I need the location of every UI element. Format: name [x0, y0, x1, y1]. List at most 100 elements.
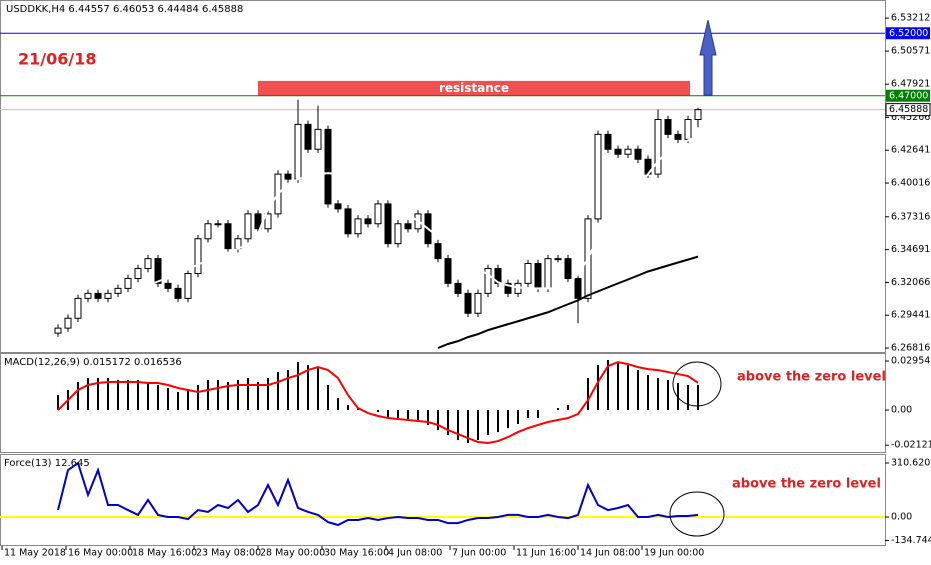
- candle-body: [74, 297, 82, 319]
- y-tick-label: 6.37316: [891, 211, 930, 222]
- x-tick-label: 30 May 16:00: [324, 548, 389, 559]
- circle-marker: [669, 491, 725, 537]
- candle-body: [654, 119, 662, 175]
- candle-body: [314, 128, 322, 150]
- candle-body: [54, 327, 62, 334]
- candle-body: [664, 119, 672, 135]
- candle-body: [464, 292, 472, 314]
- candle-body: [534, 263, 542, 289]
- candle-body: [614, 148, 622, 155]
- candle-body: [374, 203, 382, 225]
- candle-body: [434, 243, 442, 260]
- candle-body: [344, 208, 352, 235]
- y-tick-label: 6.47921: [891, 79, 930, 90]
- candle-body: [84, 292, 92, 299]
- macd-panel: [0, 353, 886, 453]
- date-annotation: 21/06/18: [18, 50, 96, 69]
- y-tick-label: 6.50571: [891, 46, 930, 57]
- candle-body: [184, 273, 192, 299]
- y-tick-label: 0.00: [891, 405, 912, 416]
- x-tick-label: 14 Jun 08:00: [580, 548, 640, 559]
- candle-body: [144, 258, 152, 269]
- candle-body: [354, 218, 362, 235]
- candle-body: [124, 278, 132, 289]
- y-tick-label: 310.6202: [891, 458, 931, 469]
- y-tick-label: 6.34691: [891, 244, 930, 255]
- candle-body: [174, 287, 182, 299]
- candle-body: [554, 258, 562, 261]
- candle-body: [404, 223, 412, 230]
- candle-body: [384, 203, 392, 245]
- candle-body: [334, 203, 342, 210]
- candle-body: [104, 292, 112, 299]
- candle-body: [604, 133, 612, 150]
- candle-body: [574, 278, 582, 299]
- macd-title: MACD(12,26,9) 0.015172 0.016536: [4, 357, 182, 368]
- x-tick-label: 19 Jun 00:00: [644, 548, 704, 559]
- price-label: 6.45888: [889, 104, 928, 115]
- candle-body: [224, 223, 232, 250]
- y-tick-label: 6.26816: [891, 343, 930, 354]
- circle-marker: [672, 361, 722, 407]
- level-label: 6.52000: [889, 28, 928, 39]
- candle-body: [454, 282, 462, 294]
- y-tick-label: 0.029541: [891, 356, 931, 367]
- x-tick-label: 11 May 2018: [4, 548, 66, 559]
- macd-annotation: above the zero level: [737, 370, 886, 385]
- candle-body: [134, 268, 142, 279]
- level-label: 6.47000: [889, 90, 928, 101]
- force-title: Force(13) 12.645: [4, 458, 90, 469]
- x-tick-label: 16 May 00:00: [68, 548, 133, 559]
- candle-body: [564, 258, 572, 279]
- candle-body: [594, 133, 602, 220]
- candle-body: [254, 213, 262, 230]
- y-tick-label: 6.40016: [891, 178, 930, 189]
- y-tick-label: 6.32066: [891, 277, 930, 288]
- y-tick-label: 6.29441: [891, 310, 930, 321]
- y-tick-label: 6.42641: [891, 145, 930, 156]
- resistance-zone: [258, 80, 690, 96]
- candle-body: [694, 109, 702, 121]
- candle-body: [394, 223, 402, 245]
- marks: 6.53212 6.50571 6.47921 6.45266 6.42641 6.400…: [0, 13, 931, 559]
- indicator-line: [57, 361, 699, 445]
- candle-body: [94, 292, 102, 299]
- force-annotation: above the zero level: [732, 477, 881, 492]
- candle-body: [444, 258, 452, 284]
- candle-body: [304, 123, 312, 150]
- candle-body: [294, 123, 302, 180]
- x-tick-label: 7 Jun 00:00: [452, 548, 506, 559]
- candle-body: [624, 148, 632, 155]
- force-panel: [0, 454, 886, 546]
- zone-label: resistance: [439, 81, 509, 95]
- up-arrow: [699, 19, 717, 96]
- candle-body: [524, 263, 532, 284]
- level-label-box: [886, 27, 930, 40]
- candle-body: [634, 148, 642, 160]
- candle-body: [264, 213, 272, 230]
- x-tick-label: 18 May 16:00: [132, 548, 197, 559]
- x-tick-label: 23 May 08:00: [196, 548, 261, 559]
- x-tick-label: 28 May 00:00: [260, 548, 325, 559]
- candle-body: [474, 292, 482, 314]
- candle-body: [204, 223, 212, 240]
- candle-body: [684, 119, 692, 140]
- indicator-line: [437, 255, 699, 349]
- y-tick-label: -134.7448: [891, 535, 931, 546]
- chart-title: USDDKK,H4 6.44557 6.46053 6.44484 6.4588…: [6, 4, 243, 15]
- candle-body: [194, 238, 202, 274]
- y-tick-label: 6.53212: [891, 13, 930, 24]
- price-panel: [0, 0, 886, 353]
- indicator-line: [97, 135, 699, 324]
- candle-body: [284, 173, 292, 180]
- candle-body: [214, 223, 222, 226]
- indicator-line: [57, 461, 699, 527]
- candle-body: [164, 282, 172, 289]
- x-tick-label: 4 Jun 08:00: [388, 548, 442, 559]
- candle-body: [484, 268, 492, 294]
- candle-body: [674, 133, 682, 140]
- level-label-box: [886, 89, 930, 102]
- candle-body: [244, 213, 252, 240]
